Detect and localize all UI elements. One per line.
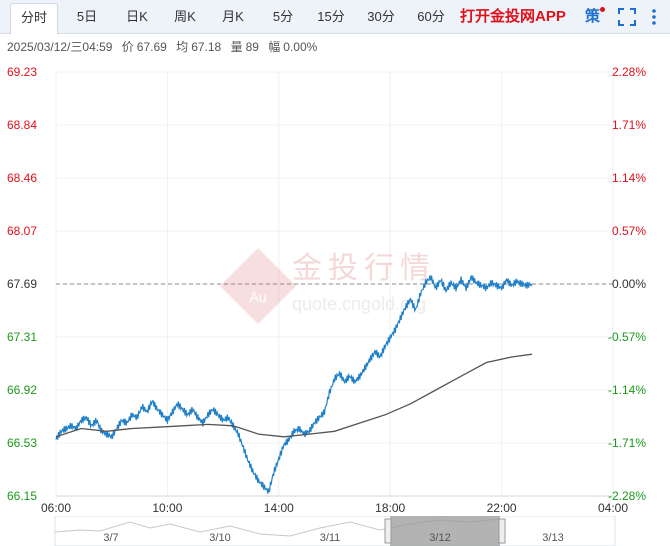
volume-value: 89 — [245, 40, 259, 54]
chart-series — [55, 275, 533, 494]
y-tick-label-right: -1.14% — [608, 383, 646, 397]
y-tick-label-left: 66.15 — [7, 489, 37, 503]
y-tick-label-right: 0.00% — [612, 277, 646, 291]
y-tick-label-left: 68.07 — [7, 224, 37, 238]
y-tick-label-right: 1.14% — [612, 171, 646, 185]
y-tick-label-right: 0.57% — [612, 224, 646, 238]
price-value: 67.69 — [136, 40, 167, 54]
y-tick-label-left: 67.31 — [7, 330, 37, 344]
more-options-icon[interactable] — [648, 8, 660, 26]
y-axis-right-percent: 2.28% 1.71% 1.14% 0.57% 0.00% -0.57% -1.14% -1.… — [608, 65, 646, 503]
strategy-label: 策 — [585, 8, 601, 25]
x-axis-time: 06:00 10:00 14:00 18:00 22:00 04:00 — [41, 501, 628, 514]
watermark: Au 金投行情 quote.cngold.org — [220, 248, 436, 324]
change-label: 幅 — [268, 40, 281, 54]
fullscreen-icon[interactable] — [617, 7, 637, 27]
y-tick-label-left: 68.46 — [7, 171, 37, 185]
navigator-date-labels: 3/7 3/10 3/11 3/12 3/13 — [103, 532, 563, 544]
avg-value: 67.18 — [191, 40, 222, 54]
tab-60min[interactable]: 60分 — [417, 9, 445, 24]
x-tick-label: 14:00 — [264, 501, 294, 514]
intraday-price-chart[interactable]: Au 金投行情 quote.cngold.org 69.23 68.84 68.46… — [0, 58, 670, 514]
watermark-logo-icon: Au — [220, 248, 296, 324]
x-tick-label: 22:00 — [487, 501, 517, 514]
watermark-brand: 金投行情 — [292, 251, 436, 286]
quote-datetime: 2025/03/12/三04:59 — [7, 40, 113, 54]
tab-weekly-k[interactable]: 周K — [174, 9, 196, 24]
navigator-date-label: 3/7 — [103, 532, 118, 544]
navigator-date-label: 3/11 — [320, 532, 341, 544]
navigator-date-label: 3/12 — [429, 532, 450, 544]
watermark-logo-text: Au — [249, 289, 266, 305]
tab-30min[interactable]: 30分 — [367, 9, 395, 24]
range-navigator[interactable]: 3/7 3/10 3/11 3/12 3/13 — [0, 516, 670, 546]
y-axis-left-price: 69.23 68.84 68.46 68.07 67.69 67.31 66.92 66.53… — [7, 65, 37, 503]
y-tick-label-right: -0.57% — [608, 330, 646, 344]
tab-daily-k[interactable]: 日K — [126, 9, 148, 24]
avg-label: 均 — [176, 40, 189, 54]
y-tick-label-left: 67.69 — [7, 277, 37, 291]
average-line — [55, 353, 533, 438]
strategy-button[interactable]: 策 — [585, 0, 606, 34]
y-tick-label-right: -1.71% — [608, 436, 646, 450]
y-tick-label-right: -2.28% — [608, 489, 646, 503]
price-line — [55, 275, 533, 494]
x-tick-label: 10:00 — [152, 501, 182, 514]
navigator-right-handle[interactable] — [498, 518, 506, 544]
y-tick-label-left: 66.53 — [7, 436, 37, 450]
y-tick-label-right: 1.71% — [612, 118, 646, 132]
quote-info-line: 2025/03/12/三04:59 价 67.69 均 67.18 量 89 幅 0.0… — [7, 38, 323, 56]
navigator-date-label: 3/10 — [209, 532, 230, 544]
volume-label: 量 — [230, 40, 243, 54]
tab-monthly-k[interactable]: 月K — [222, 9, 244, 24]
price-label: 价 — [121, 40, 134, 54]
change-value: 0.00% — [283, 40, 318, 54]
tab-intraday[interactable]: 分时 — [10, 3, 58, 34]
open-app-link[interactable]: 打开金投网APP — [460, 8, 566, 25]
x-tick-label: 04:00 — [598, 501, 628, 514]
y-tick-label-right: 2.28% — [612, 65, 646, 79]
navigator-left-handle[interactable] — [384, 518, 392, 544]
tab-15min[interactable]: 15分 — [317, 9, 345, 24]
period-tab-bar: 分时 5日 日K 周K 月K 5分 15分 30分 60分 打开金投网APP 策 — [0, 0, 670, 34]
x-tick-label: 06:00 — [41, 501, 71, 514]
y-tick-label-left: 66.92 — [7, 383, 37, 397]
x-tick-label: 18:00 — [375, 501, 405, 514]
navigator-selection[interactable] — [390, 516, 500, 546]
tab-5min[interactable]: 5分 — [272, 9, 294, 24]
watermark-url: quote.cngold.org — [292, 294, 426, 314]
notification-dot — [600, 7, 606, 12]
y-tick-label-left: 68.84 — [7, 118, 37, 132]
navigator-date-label: 3/13 — [542, 532, 563, 544]
tab-5day[interactable]: 5日 — [76, 9, 98, 24]
y-tick-label-left: 69.23 — [7, 65, 37, 79]
